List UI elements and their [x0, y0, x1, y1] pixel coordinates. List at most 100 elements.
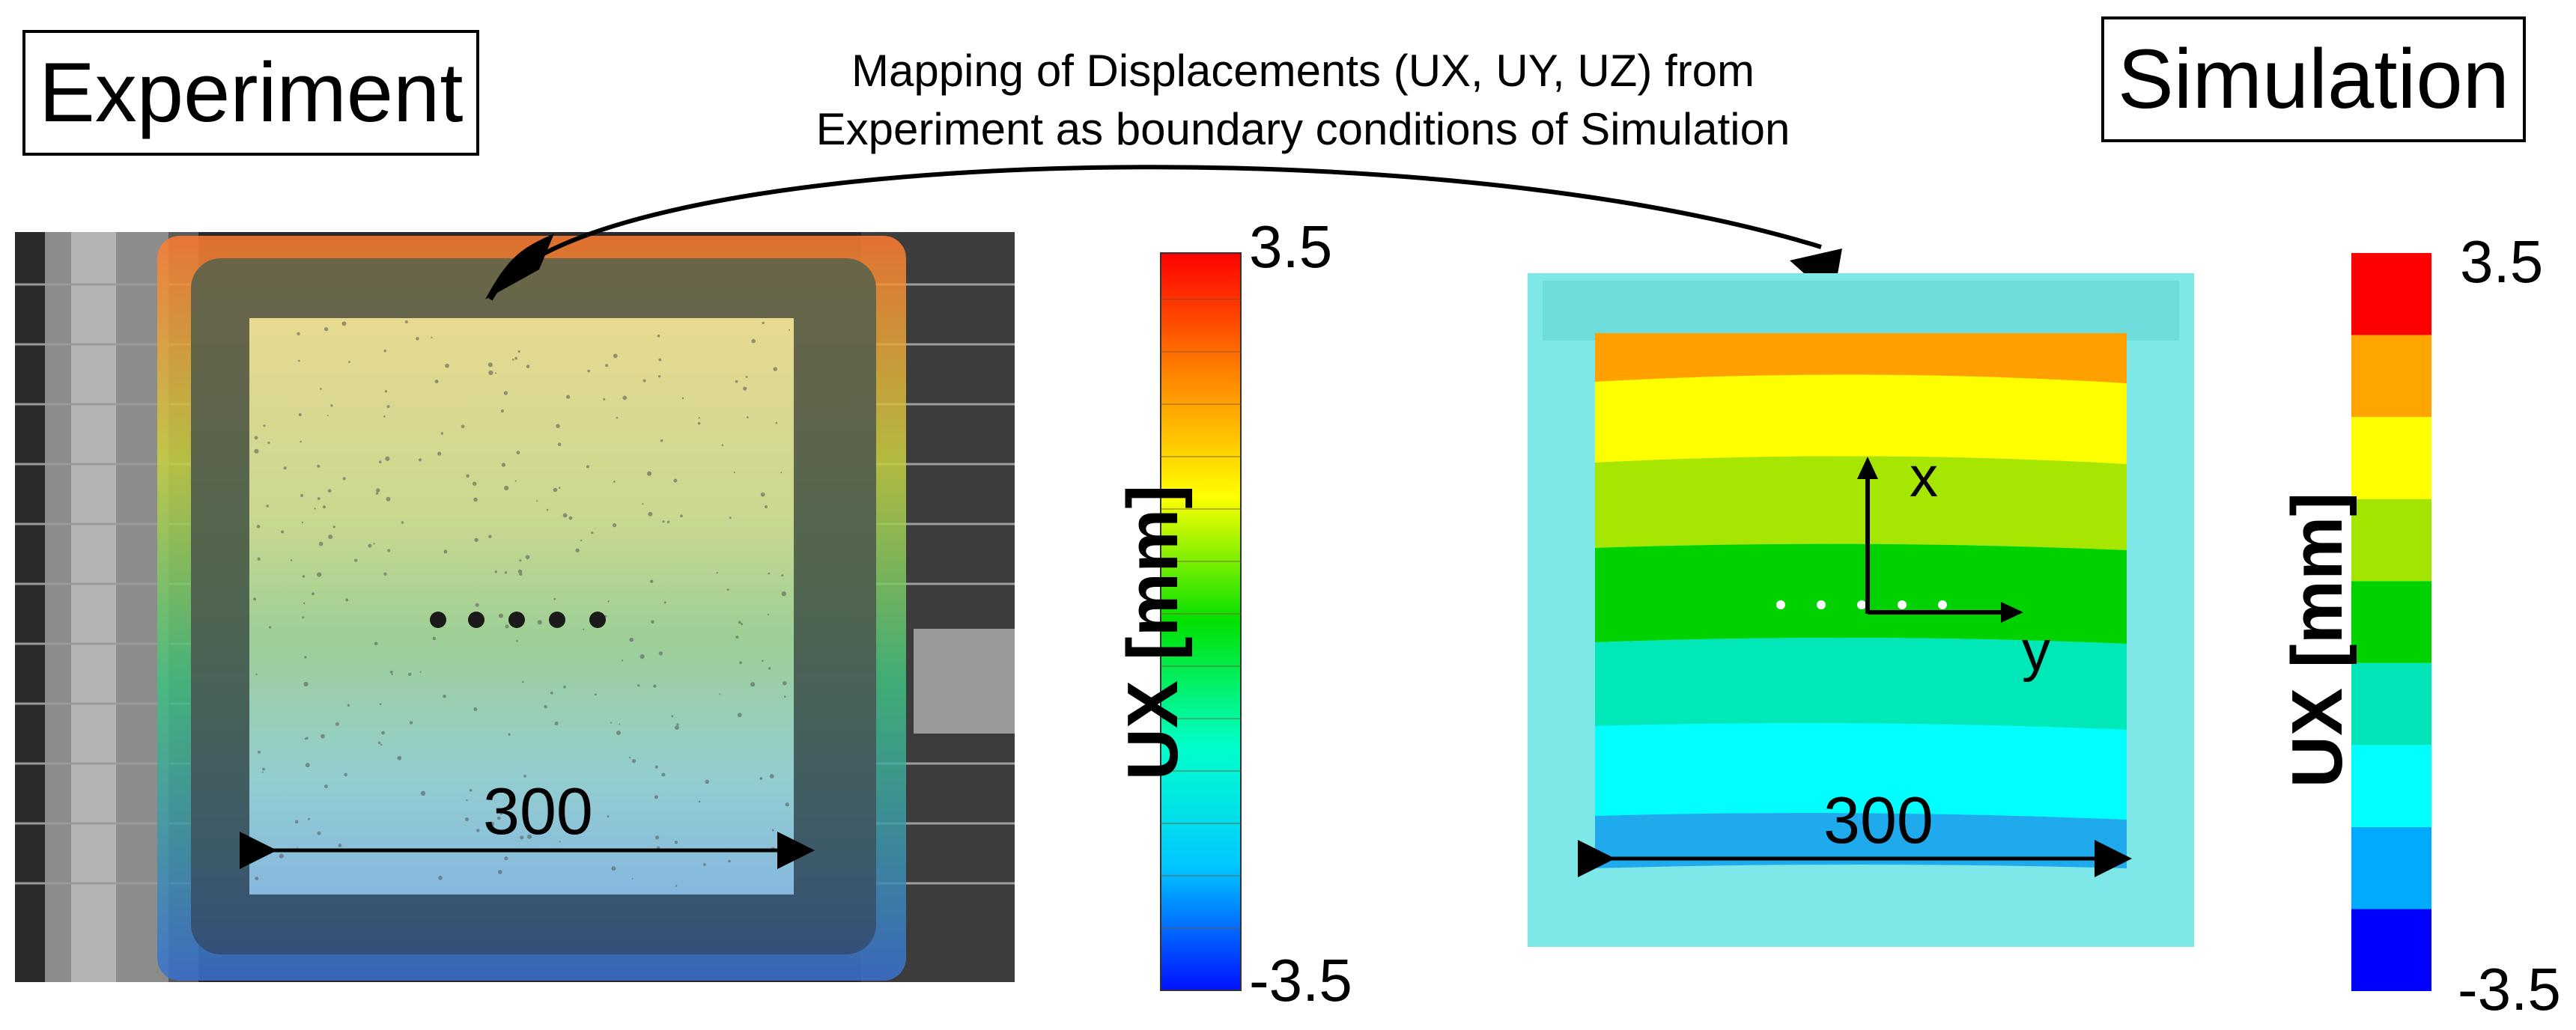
- speckle-dot: [632, 759, 637, 764]
- speckle-dot: [553, 597, 556, 600]
- speckle-dot: [735, 636, 739, 639]
- speckle-dot: [751, 338, 756, 344]
- speckle-dot: [785, 802, 790, 807]
- speckle-dot: [404, 320, 408, 323]
- experiment-photo: [15, 232, 1015, 982]
- speckle-dot: [738, 621, 741, 624]
- speckle-dot: [263, 424, 266, 427]
- speckle-dot: [317, 831, 321, 835]
- speckle-dot: [255, 673, 258, 676]
- speckle-dot: [523, 774, 526, 778]
- speckle-dot: [330, 404, 333, 407]
- speckle-dot: [537, 620, 542, 625]
- simulation-label: Simulation: [2101, 16, 2526, 142]
- speckle-dot: [320, 388, 322, 390]
- speckle-dot: [622, 395, 628, 400]
- speckle-dot: [653, 684, 657, 688]
- speckle-dot: [377, 741, 381, 744]
- speckle-dot: [546, 508, 549, 511]
- speckle-dot: [420, 790, 426, 796]
- speckle-dot: [379, 703, 382, 705]
- speckle-dot: [434, 380, 439, 384]
- speckle-dot: [279, 853, 284, 859]
- mapping-caption: Mapping of Displacements (UX, UY, UZ) fr…: [592, 42, 2014, 159]
- speckle-dot: [348, 361, 350, 363]
- speckle-dot: [297, 332, 300, 336]
- speckle-dot: [739, 661, 742, 665]
- speckle-dot: [536, 500, 538, 502]
- speckle-dot: [254, 448, 259, 454]
- speckle-dot: [321, 734, 325, 739]
- speckle-dot: [516, 639, 518, 642]
- speckle-dot: [759, 777, 763, 780]
- speckle-dot: [781, 591, 787, 597]
- speckle-dot: [735, 380, 738, 383]
- speckle-dot: [603, 397, 606, 400]
- speckle-dot: [737, 713, 742, 717]
- speckle-dot: [466, 799, 468, 802]
- speckle-dot: [373, 543, 375, 545]
- speckle-dot: [409, 721, 413, 725]
- speckle-dot: [497, 870, 502, 874]
- speckle-dot: [607, 815, 610, 818]
- speckle-dot: [303, 681, 309, 687]
- speckle-dot: [384, 390, 388, 393]
- speckle-dot: [440, 432, 444, 435]
- speckle-dot: [324, 327, 329, 332]
- colorbar-right-max: 3.5: [2460, 228, 2544, 295]
- experiment-dimension-label: 300: [483, 774, 593, 848]
- speckle-dot: [476, 829, 480, 832]
- speckle-dot: [496, 816, 501, 820]
- speckle-dot: [660, 439, 663, 442]
- speckle-dot: [258, 750, 261, 754]
- speckle-dot: [389, 670, 393, 674]
- speckle-dot: [301, 521, 304, 524]
- speckle-dot: [780, 472, 783, 474]
- speckle-dot: [654, 795, 659, 799]
- speckle-dot: [640, 654, 645, 659]
- speckle-dot: [674, 841, 678, 844]
- speckle-dot: [368, 543, 372, 548]
- speckle-dot: [587, 369, 591, 373]
- speckle-dot: [616, 731, 621, 735]
- colorbar-right-min: -3.5: [2458, 956, 2561, 1023]
- speckle-dot: [613, 353, 618, 359]
- speckle-dot: [702, 863, 706, 866]
- speckle-dot: [501, 463, 506, 467]
- speckle-dot: [345, 598, 349, 602]
- speckle-dot: [317, 464, 321, 468]
- speckle-dot: [721, 444, 724, 446]
- speckle-dot: [611, 866, 616, 871]
- speckle-dot: [508, 733, 511, 736]
- speckle-dot: [762, 659, 764, 662]
- speckle-dot: [317, 497, 321, 500]
- caption-line-1: Mapping of Displacements (UX, UY, UZ) fr…: [851, 46, 1755, 96]
- speckle-dot: [637, 684, 640, 687]
- speckle-dot: [719, 693, 721, 695]
- speckle-dot: [473, 481, 477, 486]
- speckle-dot: [387, 549, 391, 552]
- speckle-dot: [253, 597, 257, 601]
- speckle-dot: [378, 460, 382, 463]
- speckle-dot: [750, 682, 756, 687]
- caption-line-2: Experiment as boundary conditions of Sim…: [815, 104, 1790, 154]
- speckle-dot: [768, 572, 771, 575]
- speckle-dot: [631, 878, 634, 880]
- speckle-dot: [490, 822, 495, 826]
- speckle-dot: [267, 441, 270, 445]
- speckle-dot: [522, 680, 524, 683]
- speckle-dot: [443, 549, 448, 554]
- speckle-dot: [550, 691, 553, 695]
- axis-x-label: x: [1910, 445, 1938, 509]
- speckle-dot: [494, 570, 497, 573]
- speckle-dot: [612, 523, 617, 528]
- colorbar-right-band: [2351, 499, 2431, 582]
- colorbar-left-min: -3.5: [1249, 947, 1352, 1014]
- speckle-dot: [658, 651, 663, 656]
- speckle-dot: [303, 602, 306, 605]
- speckle-dot: [775, 421, 778, 424]
- speckle-dot: [504, 571, 508, 574]
- speckle-dot: [767, 613, 770, 616]
- speckle-dot: [300, 494, 304, 497]
